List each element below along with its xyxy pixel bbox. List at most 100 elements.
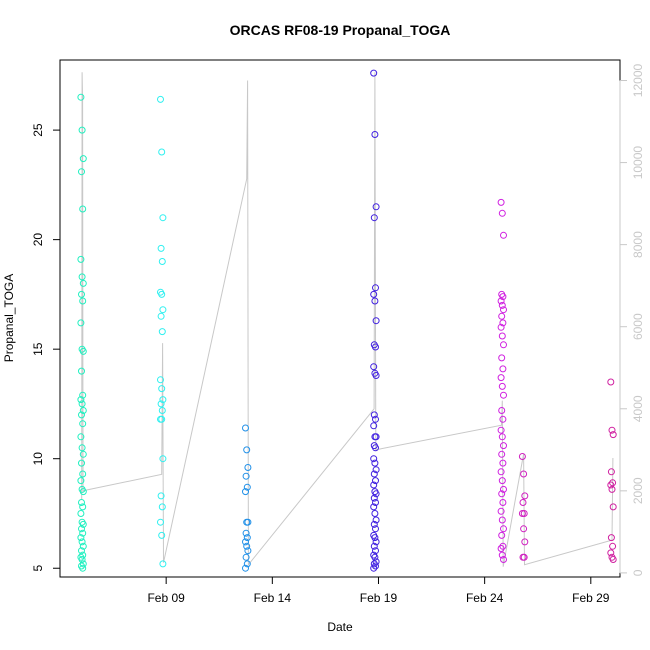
data-point [370, 520, 378, 528]
data-point [370, 470, 378, 478]
data-point [499, 365, 507, 373]
data-point [77, 396, 85, 404]
data-point [158, 531, 166, 539]
data-point [498, 332, 506, 340]
data-point [497, 507, 505, 515]
series-0 [77, 93, 87, 572]
data-point [370, 494, 378, 502]
data-point [78, 168, 85, 176]
data-point [372, 562, 379, 570]
data-point [79, 450, 87, 458]
data-point [242, 424, 249, 432]
data-point [79, 542, 87, 550]
y-tick-label: 20 [31, 233, 45, 247]
data-point [79, 279, 87, 287]
data-point [498, 209, 506, 217]
data-point [158, 503, 166, 511]
data-point [79, 503, 87, 511]
x-tick-label: Feb 19 [360, 591, 398, 605]
y-axis: 5 10 15 20 25 [31, 123, 61, 572]
data-point [498, 407, 506, 414]
data-point [371, 459, 379, 467]
data-point [370, 564, 378, 572]
data-point [498, 433, 506, 441]
series-6 [607, 378, 617, 563]
data-point [498, 551, 506, 559]
data-point [159, 396, 167, 404]
data-point [372, 415, 379, 423]
data-point [609, 503, 617, 511]
data-point [79, 205, 87, 213]
y2-tick-label: 10000 [631, 146, 645, 180]
data-point [243, 483, 251, 491]
data-point [498, 531, 506, 539]
data-point [158, 290, 166, 298]
y-tick-label: 10 [31, 452, 45, 466]
data-point [77, 510, 85, 517]
data-point [78, 525, 85, 533]
data-point [242, 553, 250, 561]
x-tick-label: Feb 09 [147, 591, 185, 605]
data-point [78, 411, 85, 419]
data-point [498, 382, 506, 390]
data-point [370, 455, 378, 463]
chart-title: ORCAS RF08-19 Propanal_TOGA [230, 22, 451, 38]
data-point [370, 69, 378, 77]
data-point [242, 472, 250, 480]
data-point [157, 400, 165, 408]
data-point [500, 525, 507, 533]
data-point [499, 293, 507, 301]
data-point [497, 198, 505, 206]
data-point [497, 323, 505, 331]
data-point [372, 499, 379, 506]
data-point [607, 549, 615, 557]
data-point [79, 297, 87, 305]
data-point [244, 518, 252, 526]
data-point [498, 312, 506, 320]
data-point [521, 538, 529, 546]
data-point [79, 391, 87, 399]
data-point [157, 492, 165, 500]
data-point [371, 510, 379, 517]
y2-tick-label: 0 [631, 569, 645, 576]
data-point [157, 244, 165, 252]
data-point [77, 477, 85, 485]
data-point [609, 431, 617, 439]
data-point [370, 503, 378, 511]
data-point [158, 328, 166, 336]
data-point [371, 553, 379, 561]
data-point [371, 131, 379, 138]
data-point [372, 558, 380, 566]
data-point [372, 525, 379, 533]
x-axis: Feb 09 Feb 14 Feb 19 Feb 24 Feb 29 [147, 576, 610, 605]
data-point [372, 203, 380, 211]
data-point [370, 481, 378, 489]
data-point [79, 520, 87, 528]
data-point [242, 529, 250, 537]
secondary-series-layer [81, 72, 614, 567]
data-point [77, 319, 85, 327]
data-point [372, 547, 379, 555]
points-layer [77, 69, 617, 572]
data-point [244, 464, 252, 471]
data-point [609, 556, 617, 563]
data-point [159, 455, 167, 463]
data-point [499, 319, 507, 327]
series-2 [242, 424, 252, 572]
y2-tick-label: 8000 [631, 231, 645, 258]
data-point [499, 542, 507, 550]
data-point [370, 363, 378, 371]
data-point [372, 538, 380, 546]
data-point [609, 542, 617, 550]
data-point [370, 290, 378, 298]
data-point [243, 560, 251, 568]
data-point [79, 529, 87, 537]
data-point [371, 297, 379, 305]
data-point [159, 214, 167, 222]
data-point [79, 155, 87, 163]
data-point [242, 488, 249, 496]
data-point [608, 426, 616, 434]
data-point [77, 93, 85, 101]
data-point [607, 481, 615, 489]
data-point [497, 374, 505, 382]
